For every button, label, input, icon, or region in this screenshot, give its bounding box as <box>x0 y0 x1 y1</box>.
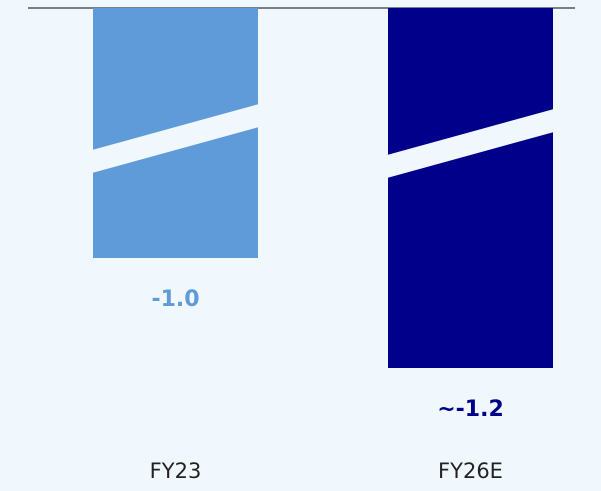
axis-break <box>387 109 554 178</box>
value-label: ~-1.2 <box>437 397 504 422</box>
x-tick-label: FY23 <box>150 459 202 483</box>
bar <box>388 8 553 368</box>
axis-break <box>92 104 259 173</box>
value-label: -1.0 <box>151 287 199 312</box>
x-tick-label: FY26E <box>438 459 503 483</box>
